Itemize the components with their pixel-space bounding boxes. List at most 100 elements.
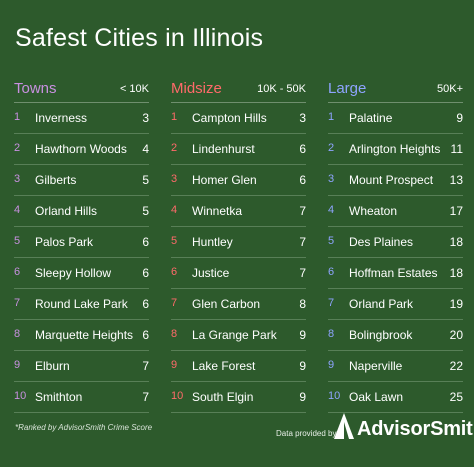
- large-row: 3 Mount Prospect 13: [328, 165, 463, 196]
- city-name: Des Plaines: [349, 235, 414, 249]
- towns-row: 7 Round Lake Park 6: [14, 289, 149, 320]
- large-row: 7 Orland Park 19: [328, 289, 463, 320]
- crime-score: 6: [299, 142, 306, 156]
- midsize-row: 5 Huntley 7: [171, 227, 306, 258]
- crime-score: 11: [450, 142, 463, 156]
- towns-heading: Towns: [14, 80, 57, 97]
- towns-row: 9 Elburn 7: [14, 351, 149, 382]
- crime-score: 7: [142, 390, 149, 404]
- city-name: Glen Carbon: [192, 297, 261, 311]
- city-name: Justice: [192, 266, 230, 280]
- city-name: Marquette Heights: [35, 328, 134, 342]
- rank-number: 7: [171, 297, 178, 309]
- city-name: Bolingbrook: [349, 328, 413, 342]
- city-name: Smithton: [35, 390, 83, 404]
- rank-number: 6: [171, 266, 178, 278]
- brand-logo-text: AdvisorSmith: [357, 418, 474, 440]
- city-name: Oak Lawn: [349, 390, 404, 404]
- city-name: Arlington Heights: [349, 142, 441, 156]
- towns-row: 1 Inverness 3: [14, 103, 149, 134]
- large-row: 2 Arlington Heights 11: [328, 134, 463, 165]
- city-name: Lindenhurst: [192, 142, 255, 156]
- towns-row: 4 Orland Hills 5: [14, 196, 149, 227]
- city-name: Palos Park: [35, 235, 94, 249]
- city-name: Hoffman Estates: [349, 266, 438, 280]
- crime-score: 9: [456, 111, 463, 125]
- large-header: Large 50K+: [328, 78, 463, 103]
- city-name: Elburn: [35, 359, 70, 373]
- crime-score: 9: [299, 328, 306, 342]
- city-name: Huntley: [192, 235, 233, 249]
- large-row: 6 Hoffman Estates 18: [328, 258, 463, 289]
- city-name: Gilberts: [35, 173, 77, 187]
- midsize-row: 6 Justice 7: [171, 258, 306, 289]
- city-name: Wheaton: [349, 204, 398, 218]
- towns-row: 3 Gilberts 5: [14, 165, 149, 196]
- rank-number: 10: [328, 390, 341, 402]
- city-name: Palatine: [349, 111, 393, 125]
- crime-score: 18: [449, 266, 463, 280]
- crime-score: 13: [449, 173, 463, 187]
- rank-number: 9: [328, 359, 335, 371]
- page-title: Safest Cities in Illinois: [15, 24, 264, 52]
- rank-number: 7: [14, 297, 21, 309]
- city-name: Inverness: [35, 111, 88, 125]
- city-name: Campton Hills: [192, 111, 267, 125]
- large-range: 50K+: [437, 83, 463, 95]
- rank-number: 8: [328, 328, 335, 340]
- crime-score: 5: [142, 173, 149, 187]
- midsize-row: 8 La Grange Park 9: [171, 320, 306, 351]
- midsize-row: 3 Homer Glen 6: [171, 165, 306, 196]
- rank-number: 10: [14, 390, 27, 402]
- data-provided-label: Data provided by: [276, 429, 337, 438]
- midsize-header: Midsize 10K - 50K: [171, 78, 306, 103]
- large-row: 1 Palatine 9: [328, 103, 463, 134]
- midsize-row: 2 Lindenhurst 6: [171, 134, 306, 165]
- large-column: Large 50K+ 1 Palatine 9 2 Arlington Heights 1…: [328, 78, 463, 413]
- crime-score: 3: [142, 111, 149, 125]
- rank-number: 6: [328, 266, 335, 278]
- crime-score: 3: [299, 111, 306, 125]
- rank-number: 6: [14, 266, 21, 278]
- crime-score: 7: [142, 359, 149, 373]
- rank-number: 5: [171, 235, 178, 247]
- rank-number: 9: [14, 359, 21, 371]
- towns-row: 6 Sleepy Hollow 6: [14, 258, 149, 289]
- towns-row: 10 Smithton 7: [14, 382, 149, 413]
- crime-score: 19: [449, 297, 463, 311]
- city-name: South Elgin: [192, 390, 254, 404]
- city-name: Winnetka: [192, 204, 243, 218]
- midsize-heading: Midsize: [171, 80, 222, 97]
- towns-column: Towns < 10K 1 Inverness 3 2 Hawthorn Woods 4 3…: [14, 78, 149, 413]
- city-name: Homer Glen: [192, 173, 257, 187]
- rank-number: 2: [171, 142, 178, 154]
- large-row: 8 Bolingbrook 20: [328, 320, 463, 351]
- rank-number: 3: [171, 173, 178, 185]
- crime-score: 7: [299, 204, 306, 218]
- crime-score: 17: [449, 204, 463, 218]
- rank-number: 1: [328, 111, 335, 123]
- crime-score: 9: [299, 359, 306, 373]
- rank-number: 3: [328, 173, 335, 185]
- crime-score: 6: [299, 173, 306, 187]
- crime-score: 7: [299, 266, 306, 280]
- rank-number: 7: [328, 297, 335, 309]
- towns-range: < 10K: [119, 83, 149, 95]
- midsize-column: Midsize 10K - 50K 1 Campton Hills 3 2 Linden…: [171, 78, 306, 413]
- rank-number: 4: [14, 204, 21, 216]
- crime-score: 25: [449, 390, 463, 404]
- rank-number: 2: [328, 142, 335, 154]
- midsize-row: 10 South Elgin 9: [171, 382, 306, 413]
- city-name: La Grange Park: [192, 328, 277, 342]
- rank-number: 10: [171, 390, 184, 402]
- city-name: Round Lake Park: [35, 297, 128, 311]
- crime-score: 6: [142, 266, 149, 280]
- city-name: Lake Forest: [192, 359, 256, 373]
- city-name: Orland Park: [349, 297, 414, 311]
- large-row: 10 Oak Lawn 25: [328, 382, 463, 413]
- large-row: 9 Naperville 22: [328, 351, 463, 382]
- city-name: Mount Prospect: [349, 173, 434, 187]
- midsize-row: 4 Winnetka 7: [171, 196, 306, 227]
- rank-number: 5: [14, 235, 21, 247]
- mountain-peak-icon: [334, 413, 354, 439]
